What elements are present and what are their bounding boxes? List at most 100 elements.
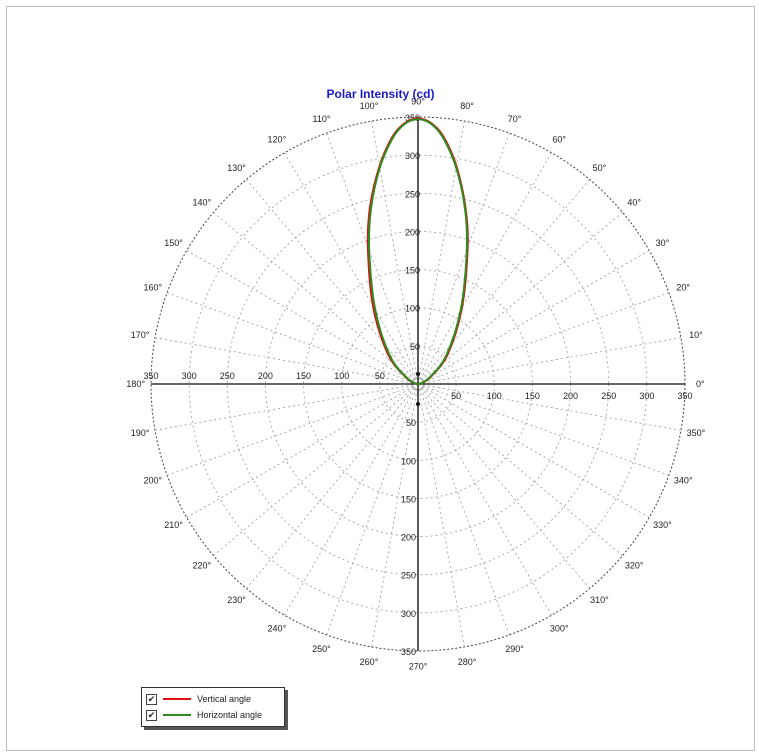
series-point-1-13 [379,166,381,169]
radial-label-right-50: 50 [451,391,461,401]
angle-label-260: 260° [360,657,379,667]
angle-label-180: 180° [126,379,145,389]
angle-label-170: 170° [131,330,150,340]
radial-label-right-350: 350 [677,391,692,401]
grid-spoke-210 [186,383,419,518]
radial-label-left-250: 250 [220,371,235,381]
grid-spoke-50 [417,179,590,385]
angle-label-110: 110° [312,114,330,124]
angle-label-40: 40° [627,198,641,208]
radial-label-up-150: 150 [405,266,420,276]
angle-label-20: 20° [676,282,690,292]
radial-label-down-300: 300 [401,609,416,619]
grid-spoke-120 [284,152,419,385]
legend-item-vertical[interactable]: ✔ Vertical angle [146,692,251,706]
radial-label-left-300: 300 [182,371,197,381]
angle-label-30: 30° [656,238,670,248]
radial-label-right-150: 150 [525,391,540,401]
grid-spoke-140 [213,212,419,385]
grid-spoke-200 [166,383,419,476]
angle-label-50: 50° [593,163,607,173]
angle-label-190: 190° [131,428,150,438]
series-point-1-5 [465,249,468,251]
angle-label-350: 350° [687,428,706,438]
origin-marker-down [416,402,420,406]
series-point-1-6 [464,207,466,210]
radial-label-right-100: 100 [487,391,502,401]
radial-label-down-250: 250 [401,571,416,581]
grid-spoke-310 [417,383,590,589]
grid-spoke-70 [417,132,510,385]
origin-marker-up [416,372,420,376]
grid-spoke-130 [246,179,419,385]
angle-label-250: 250° [312,644,331,654]
angle-label-10: 10° [689,330,703,340]
angle-label-200: 200° [143,476,162,486]
radial-label-right-300: 300 [639,391,654,401]
series-point-1-19 [413,382,416,384]
grid-spoke-320 [417,383,623,556]
radial-label-left-50: 50 [375,371,385,381]
angle-label-240: 240° [268,623,287,633]
radial-label-right-250: 250 [601,391,616,401]
angle-label-220: 220° [192,560,211,570]
chart-frame: Polar Intensity (cd) 50 50 50 50 100 100 100 10… [6,6,755,751]
angle-label-80: 80° [460,101,474,111]
grid-spoke-40 [417,212,623,385]
angle-label-60: 60° [552,135,566,145]
grid-spoke-300 [417,383,552,616]
series-point-1-15 [368,249,371,251]
legend-label-horizontal: Horizontal angle [197,710,263,720]
legend: ✔ Vertical angle ✔ Horizontal angle [141,687,285,727]
angle-label-100: 100° [360,101,379,111]
legend-item-horizontal[interactable]: ✔ Horizontal angle [146,708,262,722]
polar-plot: 50 50 50 50 100 100 100 100 150 150 150 150 200 200 20… [126,97,706,672]
angle-label-310: 310° [590,595,609,605]
series-point-1-7 [455,166,457,169]
radial-label-down-200: 200 [401,533,416,543]
angle-label-210: 210° [164,520,183,530]
angle-label-300: 300° [550,623,569,633]
series-point-1-12 [391,138,394,140]
series-point-1-3 [445,355,447,357]
angle-label-160: 160° [143,282,162,292]
angle-label-330: 330° [653,520,672,530]
grid-spoke-220 [213,383,419,556]
angle-label-340: 340° [674,476,693,486]
radial-label-left-200: 200 [258,371,273,381]
angle-label-120: 120° [268,135,287,145]
radial-label-up-350: 350 [405,113,420,123]
grid-spoke-330 [417,383,650,518]
angle-label-320: 320° [625,560,644,570]
angle-label-270: 270° [409,661,428,671]
grid-spoke-240 [284,383,419,616]
series-point-1-1 [420,382,423,384]
grid-spoke-60 [417,152,552,385]
grid-spoke-290 [417,383,510,636]
series-point-1-14 [370,207,372,210]
series-point-1-2 [429,376,431,378]
angle-label-280: 280° [458,657,477,667]
radial-label-left-350: 350 [143,371,158,381]
series-point-0-16 [372,305,374,307]
radial-label-up-300: 300 [405,151,420,161]
radial-label-right-200: 200 [563,391,578,401]
angle-label-230: 230° [227,595,246,605]
radial-label-up-100: 100 [405,304,420,314]
radial-label-down-350: 350 [401,647,416,657]
radial-label-down-50: 50 [406,418,416,428]
series-point-1-9 [430,123,433,126]
series-point-1-8 [442,138,445,140]
radial-label-left-150: 150 [296,371,311,381]
grid-spoke-250 [326,383,419,636]
angle-label-150: 150° [164,238,183,248]
angle-label-90: 90° [411,97,425,107]
radial-label-up-50: 50 [410,342,420,352]
legend-checkbox-vertical[interactable]: ✔ [146,693,157,705]
radial-label-up-250: 250 [405,189,420,199]
radial-label-down-100: 100 [401,456,416,466]
legend-label-vertical: Vertical angle [197,694,252,704]
legend-checkbox-horizontal[interactable]: ✔ [146,709,157,721]
series-point-1-11 [403,123,406,126]
radial-label-up-200: 200 [405,227,420,237]
